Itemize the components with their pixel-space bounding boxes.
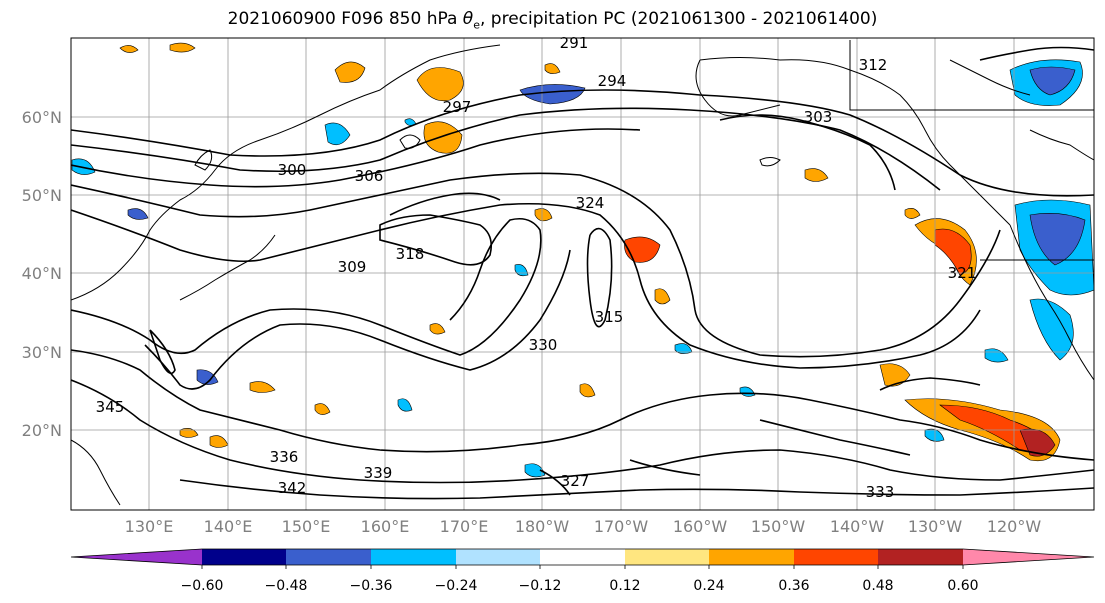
colorbar-swatch <box>963 549 1094 565</box>
lon-label: 180°W <box>515 517 570 536</box>
colorbar-swatches <box>70 548 1095 569</box>
contour-label: 303 <box>804 108 833 126</box>
lon-label: 170°E <box>440 517 489 536</box>
colorbar-tick: −0.60 <box>181 578 224 594</box>
colorbar-tick: 0.60 <box>947 578 978 594</box>
coastlines <box>71 40 1094 506</box>
contour-label: 294 <box>598 72 627 90</box>
contour-label: 339 <box>364 464 393 482</box>
colorbar-tick-labels: −0.60 −0.48 −0.36 −0.24 −0.12 0.12 0.24 … <box>181 578 979 594</box>
contour-label: 309 <box>338 258 367 276</box>
lon-label: 160°E <box>361 517 410 536</box>
lat-label: 40°N <box>22 264 62 283</box>
contour-label: 327 <box>561 472 590 490</box>
contour-label: 306 <box>355 167 384 185</box>
colorbar-swatch <box>540 549 625 565</box>
contour-label: 336 <box>270 448 299 466</box>
colorbar-swatch <box>794 549 878 565</box>
colorbar-tick: −0.48 <box>265 578 308 594</box>
contour-label: 342 <box>278 479 307 497</box>
theta-e-contours <box>71 46 1094 500</box>
colorbar-tick: −0.12 <box>519 578 562 594</box>
contour-labels: 291 294 297 300 303 306 309 312 315 318 … <box>96 34 977 501</box>
colorbar-swatch <box>71 549 202 565</box>
lon-label: 150°W <box>751 517 806 536</box>
lon-label: 160°W <box>673 517 728 536</box>
contour-label: 300 <box>278 161 307 179</box>
contour-label: 330 <box>529 336 558 354</box>
lon-label: 130°W <box>908 517 963 536</box>
contour-label: 333 <box>866 483 895 501</box>
lat-label: 20°N <box>22 421 62 440</box>
contour-label: 297 <box>443 98 472 116</box>
contour-label: 315 <box>595 308 624 326</box>
precipitation-shading <box>71 42 1094 478</box>
lat-label: 50°N <box>22 186 62 205</box>
colorbar-swatch <box>709 549 794 565</box>
lon-label: 150°E <box>282 517 331 536</box>
colorbar-tick: 0.24 <box>693 578 724 594</box>
colorbar-swatch <box>371 549 456 565</box>
colorbar-swatch <box>625 549 709 565</box>
colorbar-tick: 0.36 <box>778 578 809 594</box>
contour-label: 321 <box>948 264 977 282</box>
lon-label: 140°W <box>830 517 885 536</box>
lon-label: 120°W <box>987 517 1042 536</box>
latitude-labels: 60°N 50°N 40°N 30°N 20°N <box>22 108 62 440</box>
plot-frame <box>70 37 1095 511</box>
colorbar-tick: 0.12 <box>609 578 640 594</box>
lon-label: 130°E <box>125 517 174 536</box>
longitude-labels: 130°E 140°E 150°E 160°E 170°E 180°W 170°… <box>125 517 1042 536</box>
lon-label: 140°E <box>204 517 253 536</box>
colorbar-tick: −0.24 <box>435 578 478 594</box>
gridlines <box>71 38 1094 510</box>
lon-label: 170°W <box>594 517 649 536</box>
map-title: 2021060900 F096 850 hPa θe, precipitatio… <box>227 9 878 32</box>
colorbar-tick: 0.48 <box>862 578 893 594</box>
contour-label: 291 <box>560 34 589 52</box>
contour-label: 345 <box>96 398 125 416</box>
colorbar-swatch <box>286 549 371 565</box>
contour-label: 318 <box>396 245 425 263</box>
lat-label: 60°N <box>22 108 62 127</box>
colorbar-swatch <box>878 549 963 565</box>
lat-label: 30°N <box>22 343 62 362</box>
colorbar-swatch <box>456 549 540 565</box>
colorbar-swatch <box>202 549 286 565</box>
contour-label: 324 <box>576 194 605 212</box>
contour-label: 312 <box>859 56 888 74</box>
colorbar-tick: −0.36 <box>350 578 393 594</box>
